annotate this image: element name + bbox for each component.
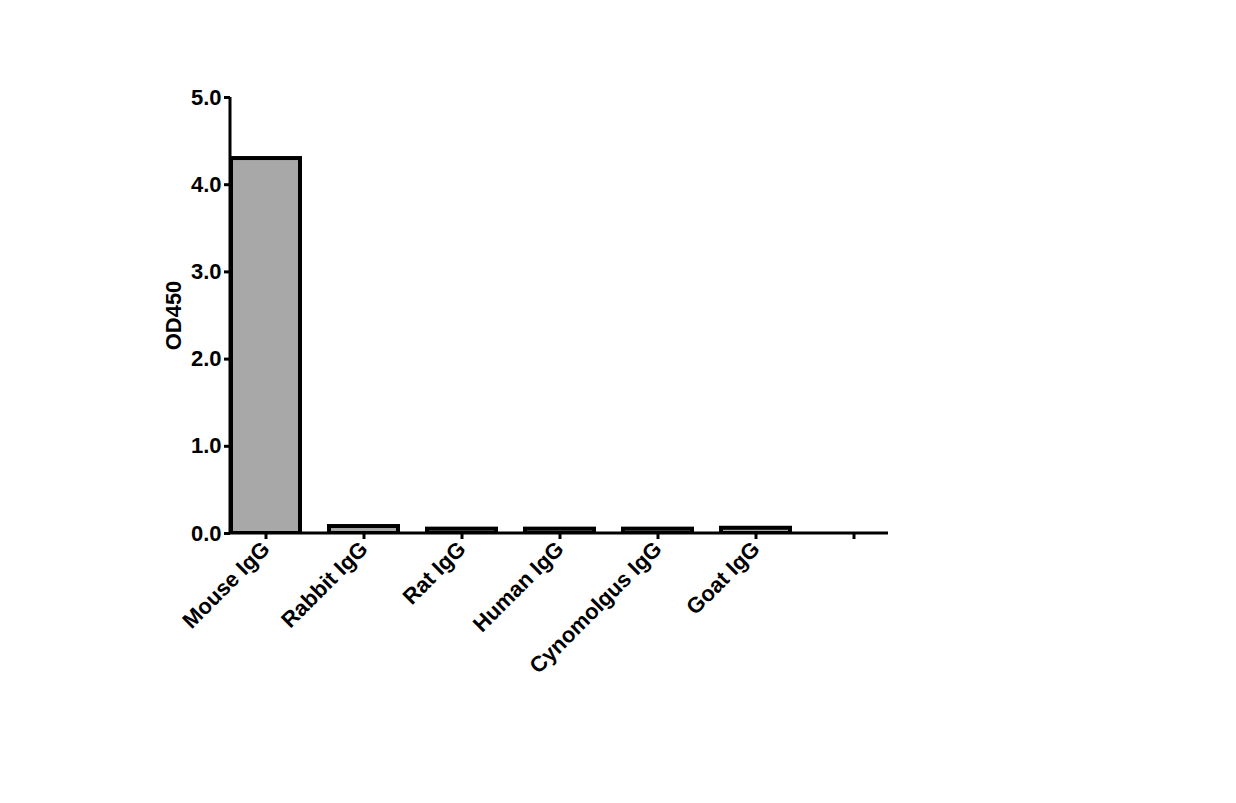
svg-text:Human IgG: Human IgG <box>468 536 569 637</box>
svg-text:Mouse IgG: Mouse IgG <box>177 536 274 633</box>
svg-text:4.0: 4.0 <box>191 172 222 197</box>
svg-text:1.0: 1.0 <box>191 433 222 458</box>
svg-text:Goat IgG: Goat IgG <box>681 536 764 619</box>
svg-text:2.0: 2.0 <box>191 346 222 371</box>
svg-text:3.0: 3.0 <box>191 259 222 284</box>
svg-text:Rabbit IgG: Rabbit IgG <box>276 536 372 632</box>
svg-text:5.0: 5.0 <box>191 85 222 110</box>
svg-text:0.0: 0.0 <box>191 521 222 546</box>
svg-text:Rat IgG: Rat IgG <box>398 536 471 609</box>
svg-text:Cynomolgus IgG: Cynomolgus IgG <box>524 536 666 678</box>
svg-text:OD450: OD450 <box>161 281 186 351</box>
